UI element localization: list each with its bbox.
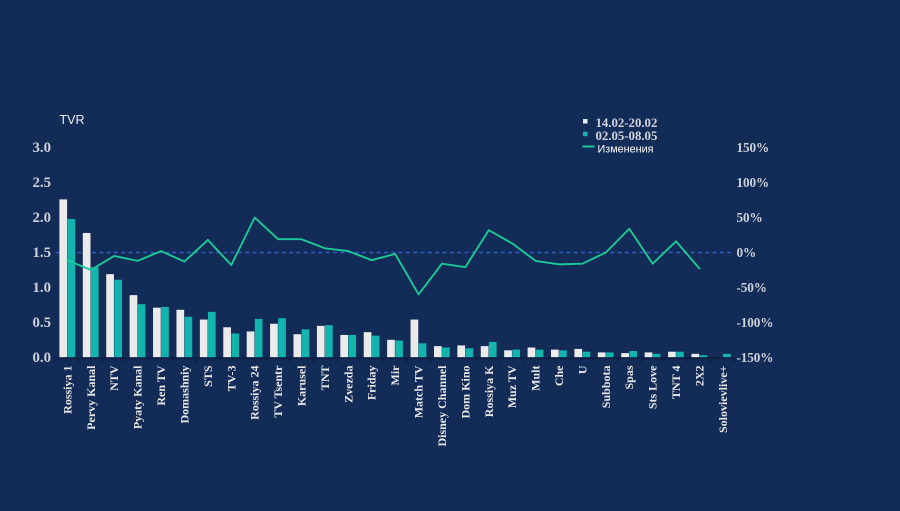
svg-text:Ren TV: Ren TV bbox=[154, 365, 168, 405]
svg-text:Domashniy: Domashniy bbox=[177, 366, 191, 424]
svg-text:TNT 4: TNT 4 bbox=[669, 366, 683, 399]
svg-text:-150%: -150% bbox=[737, 350, 774, 365]
svg-text:TV Tsentr: TV Tsentr bbox=[271, 365, 285, 418]
svg-text:50%: 50% bbox=[737, 210, 763, 225]
svg-text:2.5: 2.5 bbox=[33, 175, 52, 191]
svg-text:Dom Kino: Dom Kino bbox=[458, 366, 472, 419]
svg-text:Disney Channel: Disney Channel bbox=[435, 365, 449, 447]
svg-text:1.0: 1.0 bbox=[33, 280, 52, 296]
svg-text:14.02-20.02: 14.02-20.02 bbox=[596, 116, 658, 130]
svg-text:0%: 0% bbox=[737, 245, 757, 260]
svg-text:TV-3: TV-3 bbox=[224, 366, 238, 392]
svg-text:0.5: 0.5 bbox=[33, 315, 52, 331]
svg-text:Mir: Mir bbox=[388, 365, 402, 386]
svg-text:Rossiya K: Rossiya K bbox=[482, 365, 496, 417]
svg-text:Pervy Kanal: Pervy Kanal bbox=[84, 365, 98, 430]
svg-text:Zvezda: Zvezda bbox=[341, 366, 355, 403]
svg-text:Friday: Friday bbox=[365, 366, 379, 401]
svg-text:Spas: Spas bbox=[622, 365, 636, 389]
svg-text:3.0: 3.0 bbox=[33, 140, 52, 156]
svg-text:NTV: NTV bbox=[107, 365, 121, 391]
svg-text:-100%: -100% bbox=[737, 315, 774, 330]
svg-text:Mult: Mult bbox=[529, 366, 543, 391]
svg-text:Sts Love: Sts Love bbox=[646, 365, 660, 409]
svg-text:STS: STS bbox=[201, 365, 215, 387]
svg-text:Rossiya 24: Rossiya 24 bbox=[248, 366, 262, 420]
svg-text:02.05-08.05: 02.05-08.05 bbox=[596, 129, 658, 143]
svg-text:100%: 100% bbox=[737, 175, 770, 190]
svg-text:Rossiya 1: Rossiya 1 bbox=[60, 366, 74, 414]
svg-text:0.0: 0.0 bbox=[33, 350, 52, 366]
svg-text:2X2: 2X2 bbox=[692, 366, 706, 387]
svg-text:Изменения: Изменения bbox=[598, 143, 654, 155]
svg-text:1.5: 1.5 bbox=[33, 245, 52, 261]
svg-text:TVR: TVR bbox=[60, 113, 85, 127]
svg-text:Match TV: Match TV bbox=[412, 365, 426, 418]
svg-text:Subbota: Subbota bbox=[599, 366, 613, 409]
svg-text:U: U bbox=[575, 365, 589, 374]
svg-text:Karusel: Karusel bbox=[295, 365, 309, 406]
svg-text:Pyaty Kanal: Pyaty Kanal bbox=[131, 365, 145, 429]
svg-text:Muz TV: Muz TV bbox=[505, 365, 519, 408]
svg-text:150%: 150% bbox=[737, 140, 770, 155]
svg-text:-50%: -50% bbox=[737, 280, 767, 295]
svg-text:Solovievlive+: Solovievlive+ bbox=[716, 365, 730, 433]
svg-text:TNT: TNT bbox=[318, 366, 332, 391]
svg-text:2.0: 2.0 bbox=[33, 210, 52, 226]
svg-text:Che: Che bbox=[552, 365, 566, 386]
